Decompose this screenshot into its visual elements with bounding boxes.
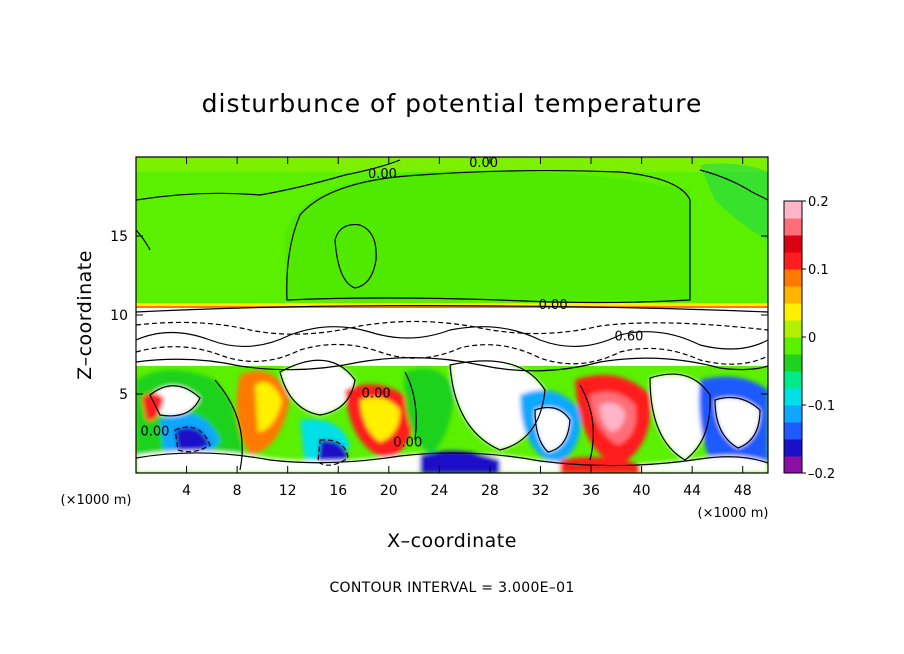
colorbar-swatch: [784, 388, 802, 406]
colorbar: 0.2 0.1 0 –0.1 –0.2: [783, 195, 835, 482]
contour-middle-b: [136, 343, 768, 365]
colorbar-swatch: [784, 218, 802, 236]
colorbar-tick-label: 0.1: [808, 263, 829, 278]
contour-label: 0.00: [362, 387, 391, 402]
colorbar-tick-label: 0.2: [808, 195, 829, 210]
colorbar-tick-label: 0: [808, 331, 816, 346]
colorbar-tick-label: –0.1: [808, 399, 835, 414]
contour-label: 0.00: [393, 436, 422, 451]
colorbar-swatch: [784, 303, 802, 321]
colorbar-swatch: [784, 235, 802, 253]
contour-label: 0.00: [469, 156, 498, 171]
contour-lower-i: [317, 439, 349, 466]
x-tick-label: 40: [633, 483, 651, 499]
colorbar-swatch: [784, 439, 802, 457]
x-tick-label: 16: [329, 483, 347, 499]
contour-lower-b: [279, 359, 356, 416]
contour-label: 0.60: [614, 330, 643, 345]
contour-top-left: [136, 159, 401, 201]
contour-tropopause: [136, 305, 768, 313]
contour-lower-e: [149, 385, 201, 417]
upper-field-cell: [285, 170, 690, 300]
x-tick-label: 20: [380, 483, 398, 499]
colorbar-swatch: [784, 320, 802, 338]
contour-upper-blob: [334, 223, 377, 289]
upper-right-cyan: [700, 163, 768, 240]
x-tick-label: 44: [683, 483, 701, 499]
contour-lower-c: [449, 360, 546, 451]
contour-left-edge: [136, 229, 151, 251]
contour-lower-k: [579, 384, 594, 461]
colorbar-swatch: [784, 252, 802, 270]
contour-lower-a: [214, 379, 243, 471]
x-tick-label: 28: [481, 483, 499, 499]
lower-field-blobs: [136, 360, 768, 473]
contour-lower-d: [649, 373, 711, 461]
colorbar-swatch: [784, 286, 802, 304]
tropopause-band-white: [136, 308, 768, 314]
x-axis-label: X–coordinate: [387, 530, 517, 552]
colorbar-swatch: [784, 337, 802, 355]
tropopause-band-orange: [136, 306, 768, 308]
colorbar-swatch: [784, 422, 802, 440]
x-tick-label: 48: [734, 483, 752, 499]
y-tick-label: 10: [110, 308, 128, 324]
x-tick-label: 12: [279, 483, 297, 499]
contour-middle-d: [136, 357, 768, 372]
x-tick-label: 36: [582, 483, 600, 499]
colorbar-tick-label: –0.2: [808, 467, 835, 482]
contour-upper-cell: [286, 169, 691, 304]
colorbar-swatch: [784, 354, 802, 372]
contour-middle-c: [136, 320, 768, 335]
upper-field-lighter-band: [136, 157, 768, 172]
contour-interval-note: CONTOUR INTERVAL = 3.000E–01: [329, 580, 574, 596]
x-unit-label-right: (×1000 m): [698, 506, 769, 521]
colorbar-swatch: [784, 456, 802, 474]
plot-area: 0.00 0.00 0.00 0.00 0.00 0.00 0.60: [136, 156, 768, 473]
contour-lines: [136, 159, 768, 471]
contour-label: 0.00: [368, 167, 397, 182]
y-tick-label: 5: [119, 387, 128, 403]
contour-lower-j: [404, 371, 417, 441]
x-unit-label-left: (×1000 m): [61, 493, 132, 508]
x-tick-label: 4: [182, 483, 191, 499]
contour-bottom: [136, 452, 768, 467]
colorbar-swatch: [784, 201, 802, 219]
x-tick-label: 24: [430, 483, 448, 499]
contour-labels: 0.00 0.00 0.00 0.00 0.00 0.00 0.60: [140, 156, 643, 451]
colorbar-swatch: [784, 405, 802, 423]
x-tick-label: 32: [532, 483, 550, 499]
contour-label: 0.00: [539, 298, 568, 313]
y-axis-label: Z–coordinate: [74, 250, 96, 380]
contour-middle-a: [136, 326, 768, 350]
colorbar-swatch: [784, 371, 802, 389]
tropopause-band-yellow: [136, 303, 768, 306]
x-tick-label: 8: [233, 483, 242, 499]
contour-lower-g: [714, 397, 761, 449]
contour-label: 0.00: [140, 425, 169, 440]
colorbar-swatch: [784, 269, 802, 287]
contour-lower-f: [534, 407, 571, 453]
contour-top-right: [699, 169, 768, 201]
y-tick-label: 15: [110, 229, 128, 245]
chart-title: disturbunce of potential temperature: [202, 89, 703, 118]
contour-lower-h: [174, 426, 211, 453]
